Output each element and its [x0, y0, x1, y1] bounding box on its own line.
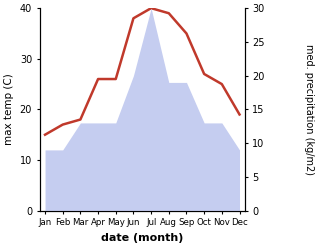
X-axis label: date (month): date (month): [101, 233, 183, 243]
Y-axis label: max temp (C): max temp (C): [4, 74, 14, 145]
Y-axis label: med. precipitation (kg/m2): med. precipitation (kg/m2): [304, 44, 314, 175]
